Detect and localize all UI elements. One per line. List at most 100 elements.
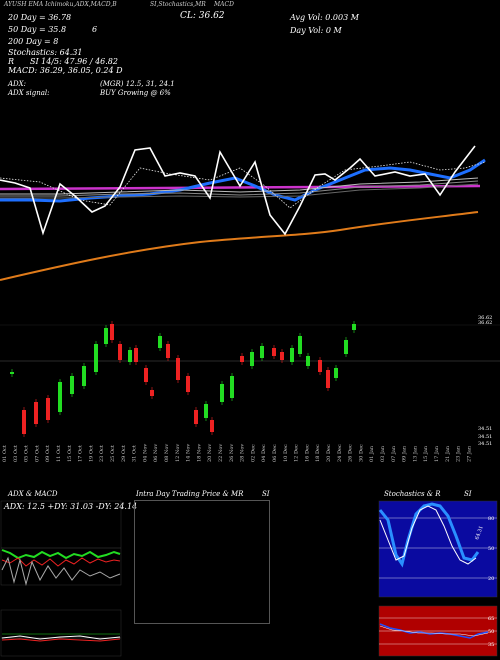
bear-candle bbox=[110, 324, 114, 340]
bull-candle bbox=[352, 324, 356, 330]
adx-signal-label: ADX signal: bbox=[8, 89, 50, 97]
stoch-si-label: SI bbox=[464, 490, 472, 498]
x-date-label: 03 Jan bbox=[380, 445, 386, 462]
bull-candle bbox=[70, 376, 74, 394]
bear-candle bbox=[318, 360, 322, 372]
macd-header: MACD bbox=[214, 1, 234, 8]
stochastics-label: Stochastics: 64.31 bbox=[8, 48, 83, 57]
x-date-label: 06 Dec bbox=[272, 444, 278, 462]
stoch-level-80: 80 bbox=[488, 516, 494, 522]
bear-candle bbox=[210, 420, 214, 432]
ema50-label: 50 Day = 35.8 bbox=[8, 25, 67, 34]
x-date-label: 31 Oct bbox=[132, 445, 138, 462]
bull-candle bbox=[128, 350, 132, 362]
adx-minus-di-line bbox=[1, 557, 121, 567]
x-date-label: 15 Jan bbox=[423, 445, 429, 462]
bear-candle bbox=[22, 410, 26, 434]
stoch-panel-title: Stochastics & R bbox=[384, 490, 441, 498]
bull-candle bbox=[306, 356, 310, 366]
rsi-signal-line bbox=[379, 625, 489, 637]
x-date-label: 01 Jan bbox=[369, 445, 375, 462]
ema200-label: 200 Day = 8 bbox=[8, 37, 59, 46]
macd-label: MACD: 36.29, 36.05, 0.24 D bbox=[8, 66, 123, 75]
ema20-label: 20 Day = 36.78 bbox=[8, 13, 72, 22]
bull-candle bbox=[204, 404, 208, 418]
bull-candle bbox=[298, 336, 302, 354]
bull-candle bbox=[260, 346, 264, 358]
bear-candle bbox=[186, 376, 190, 392]
x-date-label: 17 Jan bbox=[434, 445, 440, 462]
x-date-label: 12 Dec bbox=[294, 444, 300, 462]
x-date-label: 03 Oct bbox=[13, 445, 19, 462]
candlestick-group bbox=[10, 321, 356, 437]
bear-candle bbox=[240, 356, 244, 362]
bull-candle bbox=[158, 336, 162, 348]
bull-candle bbox=[344, 340, 348, 354]
stoch-k-line bbox=[378, 502, 480, 568]
x-date-label: 24 Dec bbox=[337, 444, 343, 462]
stoch-level-50: 50 bbox=[488, 546, 494, 552]
dotted-signal-line bbox=[0, 161, 486, 209]
x-date-label: 15 Oct bbox=[67, 445, 73, 462]
price-tag-low2: 34.51 bbox=[478, 434, 493, 440]
x-date-label: 27 Jan bbox=[466, 445, 472, 462]
adx-line bbox=[1, 556, 121, 586]
bull-candle bbox=[104, 328, 108, 344]
bull-candle bbox=[10, 372, 14, 374]
ticker-header: AYUSH EMA Ichimoku,ADX,MACD,B bbox=[4, 1, 117, 8]
stoch-level-20: 20 bbox=[488, 576, 494, 582]
x-date-label: 20 Dec bbox=[326, 444, 332, 462]
bear-candle bbox=[46, 398, 50, 420]
rsi-line bbox=[379, 623, 489, 639]
bear-candle bbox=[118, 344, 122, 360]
x-date-label: 19 Oct bbox=[88, 445, 94, 462]
stoch-panel: 80 50 20 64.31 65 50 35 bbox=[378, 500, 498, 658]
x-date-label: 10 Dec bbox=[283, 444, 289, 462]
ichimoku-line-a bbox=[0, 177, 479, 195]
x-date-label: 16 Dec bbox=[304, 444, 310, 462]
ema200-line bbox=[0, 211, 479, 281]
x-date-label: 18 Nov bbox=[196, 444, 202, 462]
mgr-label: (MGR) 12.5, 31, 24.1 bbox=[100, 80, 175, 88]
x-date-label: 26 Nov bbox=[229, 444, 235, 462]
x-date-label: 05 Oct bbox=[24, 445, 30, 462]
bull-candle bbox=[230, 376, 234, 398]
rsi-level-35: 35 bbox=[488, 642, 494, 648]
adx-readout: ADX: 12.5 +DY: 31.03 -DY: 24.14 bbox=[4, 502, 138, 511]
bull-candle bbox=[58, 382, 62, 412]
x-date-label: 09 Jan bbox=[402, 445, 408, 462]
x-date-label: 09 Oct bbox=[45, 445, 51, 462]
bear-candle bbox=[280, 352, 284, 360]
x-date-label: 14 Nov bbox=[186, 444, 192, 462]
bear-candle bbox=[144, 368, 148, 382]
main-price-chart: 01 Oct 03 Oct 05 Oct 07 Oct 09 Oct 11 Oct 15 O… bbox=[0, 145, 500, 462]
adx-panel bbox=[0, 500, 122, 658]
x-date-label: 07 Oct bbox=[34, 445, 40, 462]
bear-candle bbox=[34, 402, 38, 424]
price-tag-top2: 36.62 bbox=[478, 320, 493, 326]
intraday-panel-title: Intra Day Trading Price & MR bbox=[136, 490, 244, 498]
bull-candle bbox=[250, 352, 254, 366]
x-date-label: 30 Dec bbox=[358, 444, 364, 462]
adx-plus-di-line bbox=[1, 549, 121, 560]
bear-candle bbox=[166, 344, 170, 358]
bull-candle bbox=[82, 366, 86, 386]
price-tag-low3: 34.51 bbox=[478, 441, 493, 447]
x-date-label: 04 Nov bbox=[142, 444, 148, 462]
x-date-label: 02 Dec bbox=[250, 444, 256, 462]
x-date-label: 12 Nov bbox=[175, 444, 181, 462]
x-date-label: 20 Nov bbox=[207, 444, 213, 462]
bear-candle bbox=[176, 358, 180, 380]
x-date-label: 04 Dec bbox=[261, 444, 267, 462]
ema-extra-label: 6 bbox=[92, 25, 98, 34]
bull-candle bbox=[220, 384, 224, 402]
macd-line bbox=[1, 635, 121, 640]
rsi-level-50: 50 bbox=[488, 629, 494, 635]
x-date-label: 06 Nov bbox=[153, 444, 159, 462]
x-date-label: 01 Oct bbox=[2, 445, 8, 462]
intraday-si-label: SI bbox=[262, 490, 270, 498]
ichimoku-line-b bbox=[0, 180, 479, 197]
bear-candle bbox=[326, 370, 330, 388]
stoch-d-line bbox=[379, 505, 477, 565]
intraday-panel bbox=[134, 500, 270, 624]
